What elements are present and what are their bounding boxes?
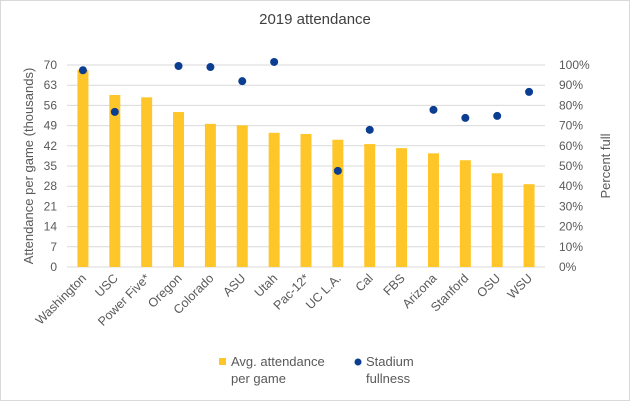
y-tick-label: 35 (44, 159, 58, 173)
bar (396, 148, 408, 267)
x-tick-label: WSU (505, 271, 536, 302)
x-tick-label: Cal (353, 271, 376, 294)
y2-tick-label: 10% (559, 240, 583, 254)
y2-tick-label: 60% (559, 139, 583, 153)
legend-bar-label-line2: per game (231, 371, 286, 386)
bar (523, 184, 535, 267)
legend-bar-swatch (219, 358, 226, 365)
legend-bar-label-line1: Avg. attendance (231, 354, 325, 369)
fullness-point (174, 62, 183, 71)
bar (204, 123, 216, 268)
bar (491, 173, 503, 267)
y2-tick-label: 90% (559, 78, 583, 92)
x-tick-label: USC (92, 271, 121, 300)
x-tick-label: OSU (474, 271, 503, 300)
fullness-point (78, 66, 87, 75)
y-tick-label: 0 (50, 260, 57, 274)
y-axis-label: Attendance per game (thousands) (21, 68, 36, 265)
y2-tick-label: 70% (559, 119, 583, 133)
bar (77, 69, 89, 267)
y-tick-label: 63 (44, 78, 58, 92)
y-tick-label: 56 (44, 98, 58, 112)
fullness-point (270, 57, 279, 66)
fullness-point (110, 107, 119, 116)
legend: Avg. attendance per game Stadium fullnes… (219, 354, 414, 386)
y-tick-label: 49 (44, 119, 58, 133)
fullness-point (365, 125, 374, 134)
bar (459, 160, 471, 267)
y-tick-label: 70 (44, 58, 58, 72)
fullness-point (429, 105, 438, 114)
x-tick-label: ASU (220, 271, 248, 299)
fullness-point (493, 111, 502, 120)
bar (268, 132, 280, 267)
bar (109, 95, 121, 267)
fullness-point (333, 166, 342, 175)
bar (141, 97, 153, 267)
x-tick-label: Utah (252, 271, 281, 300)
bar (300, 133, 312, 267)
fullness-point (238, 77, 247, 86)
legend-dot-label-line1: Stadium (366, 354, 414, 369)
chart-title: 2019 attendance (259, 11, 371, 28)
fullness-point (525, 87, 534, 96)
y2-tick-label: 100% (559, 58, 590, 72)
y-tick-label: 14 (44, 220, 58, 234)
y2-axis-label: Percent full (598, 133, 613, 198)
legend-dot-label-line2: fullness (366, 371, 411, 386)
x-tick-label: Washington (33, 271, 89, 327)
x-tick-label: FBS (381, 271, 408, 298)
fullness-point (206, 63, 215, 72)
y2-tick-label: 80% (559, 98, 583, 112)
fullness-point (461, 113, 470, 122)
bar (236, 125, 248, 267)
y2-tick-label: 0% (559, 260, 577, 274)
y-tick-label: 42 (44, 139, 58, 153)
bar (173, 112, 185, 267)
legend-dot-swatch (354, 358, 362, 366)
y2-tick-label: 30% (559, 199, 583, 213)
bar (427, 153, 439, 267)
bar (364, 144, 376, 267)
y2-tick-label: 50% (559, 159, 583, 173)
y-tick-label: 21 (44, 199, 58, 213)
y-tick-label: 7 (50, 240, 57, 254)
y2-tick-label: 20% (559, 220, 583, 234)
bar (332, 139, 344, 267)
y-tick-label: 28 (44, 179, 58, 193)
x-tick-label: UC L.A. (303, 271, 344, 312)
y2-tick-label: 40% (559, 179, 583, 193)
